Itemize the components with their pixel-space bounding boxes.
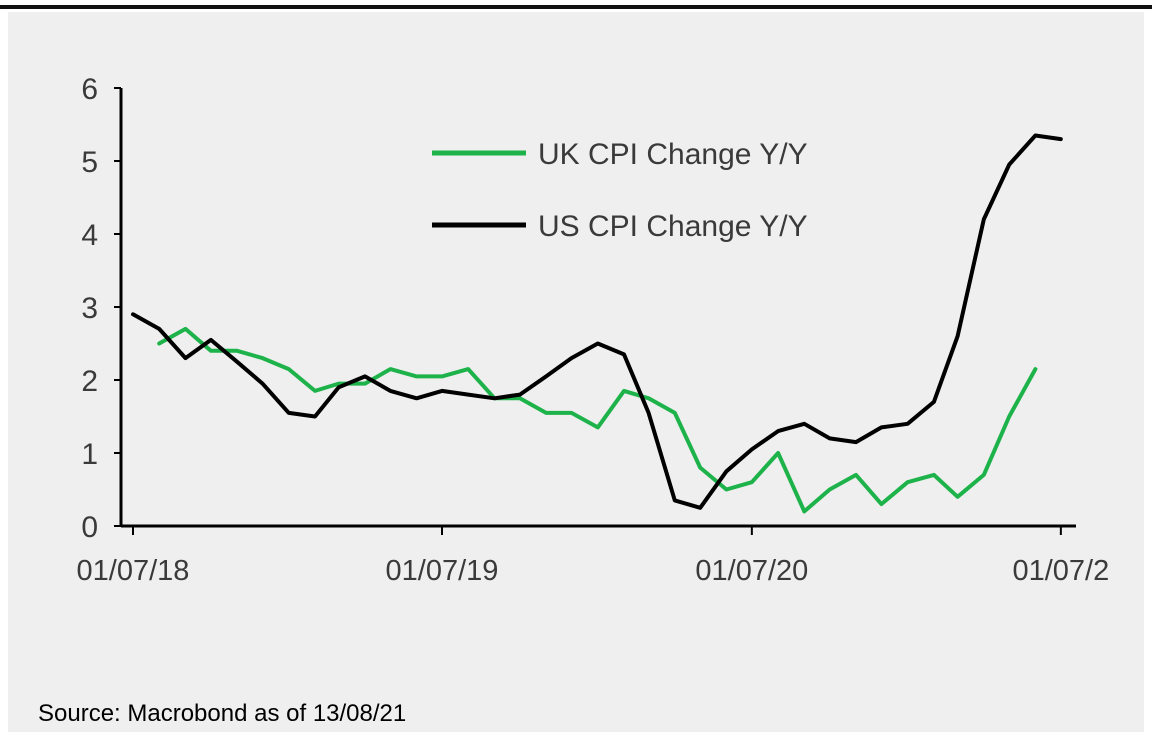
x-tick-label: 01/07/19 <box>386 555 499 587</box>
legend: UK CPI Change Y/Y US CPI Change Y/Y <box>432 138 808 243</box>
y-tick-label: 0 <box>81 511 98 544</box>
top-rule <box>0 5 1152 9</box>
legend-label: UK CPI Change Y/Y <box>538 138 808 171</box>
x-tick-label: 01/07/2 <box>1012 555 1109 587</box>
x-tick-label: 01/07/18 <box>77 555 190 587</box>
y-tick-label: 3 <box>81 292 98 325</box>
series-line-us-cpi <box>131 133 1063 510</box>
chart-panel <box>8 12 1144 732</box>
y-tick-label: 1 <box>81 438 98 471</box>
x-tick-label: 01/07/20 <box>695 555 808 587</box>
y-axis-ticks: 0 1 2 3 4 5 6 <box>81 73 121 544</box>
y-tick-label: 4 <box>81 219 98 252</box>
y-tick-label: 6 <box>81 73 98 106</box>
y-tick-label: 5 <box>81 146 98 179</box>
series-line-uk-cpi <box>157 326 1038 514</box>
series-layer <box>131 133 1063 514</box>
legend-label: US CPI Change Y/Y <box>538 210 808 243</box>
source-note: Source: Macrobond as of 13/08/21 <box>38 700 407 727</box>
y-tick-label: 2 <box>81 365 98 398</box>
x-axis-ticks: 01/07/18 01/07/19 01/07/20 01/07/2 <box>77 526 1109 587</box>
